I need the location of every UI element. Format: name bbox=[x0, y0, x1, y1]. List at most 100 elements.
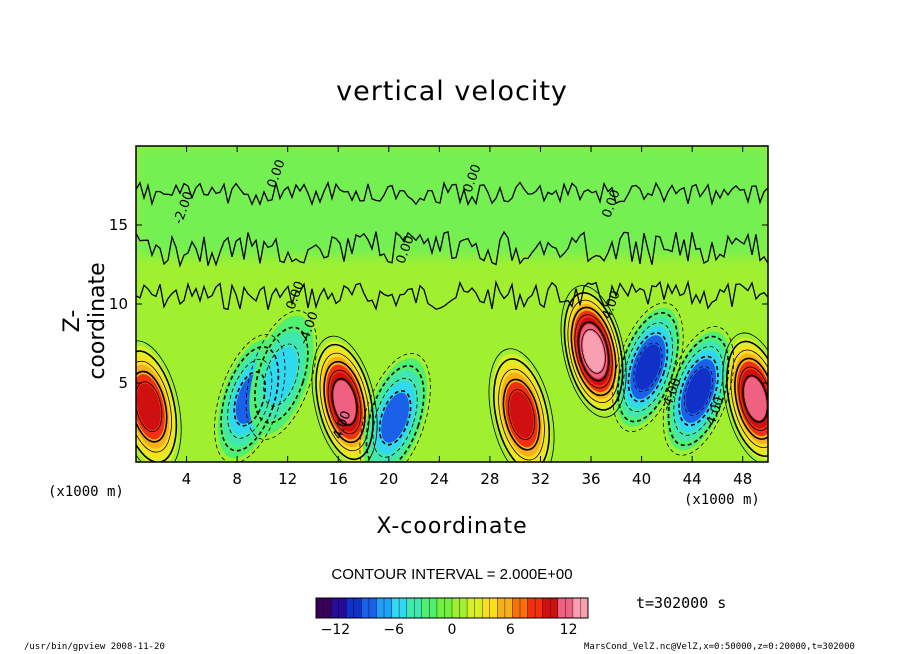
contour-7-5 bbox=[633, 342, 663, 393]
contour-8-2 bbox=[667, 335, 730, 447]
field-blob-2-3 bbox=[265, 346, 298, 404]
contour-9-4 bbox=[734, 357, 768, 440]
x-tick-label-9: 40 bbox=[632, 470, 651, 488]
chart-title: vertical velocity bbox=[336, 76, 568, 107]
footer-right: MarsCond_VelZ.nc@VelZ,x=0:50000,z=0:2000… bbox=[584, 642, 855, 652]
colorbar: −12 −6 0 6 12 bbox=[315, 597, 589, 638]
colorbar-cell-8 bbox=[376, 598, 385, 618]
contour-5-5 bbox=[507, 389, 536, 440]
field-blob-4-4 bbox=[381, 392, 410, 443]
x-unit-left: (x1000 m) bbox=[48, 484, 124, 500]
contour-3-2 bbox=[315, 343, 374, 461]
contour-3-3 bbox=[319, 352, 370, 452]
colorbar-cell-22 bbox=[482, 598, 491, 618]
colorbar-cell-17 bbox=[444, 598, 453, 618]
colorbar-cell-5 bbox=[353, 598, 362, 618]
colorbar-cell-2 bbox=[331, 598, 340, 618]
colorbar-cell-3 bbox=[338, 598, 347, 618]
colorbar-tick-4: 12 bbox=[560, 622, 578, 638]
colorbar-cell-33 bbox=[565, 598, 574, 618]
contour-6-6 bbox=[577, 321, 610, 382]
colorbar-cell-12 bbox=[406, 598, 415, 618]
colorbar-cell-34 bbox=[572, 598, 581, 618]
contour-9-6 bbox=[742, 374, 768, 423]
y-axis-label: Z-coordinate bbox=[60, 262, 110, 380]
contour-9-5 bbox=[738, 366, 768, 431]
contour-6-3 bbox=[567, 299, 620, 404]
contour-7-4 bbox=[627, 331, 669, 403]
colorbar-cell-11 bbox=[399, 598, 408, 618]
contour-4-4 bbox=[378, 390, 412, 446]
colorbar-frame bbox=[315, 597, 589, 619]
contour-2-3 bbox=[263, 343, 300, 407]
colorbar-cell-14 bbox=[421, 598, 430, 618]
colorbar-cell-18 bbox=[452, 598, 461, 618]
field-blob-5-5 bbox=[509, 391, 534, 438]
x-tick-label-2: 12 bbox=[278, 470, 297, 488]
contour-interval: CONTOUR INTERVAL = 2.000E+00 bbox=[331, 566, 573, 583]
colorbar-tick-3: 6 bbox=[506, 622, 515, 638]
x-tick-label-8: 36 bbox=[581, 470, 600, 488]
colorbar-cell-7 bbox=[368, 598, 377, 618]
contour-7-3 bbox=[622, 322, 674, 413]
contour-3-4 bbox=[323, 360, 366, 444]
colorbar-cell-4 bbox=[346, 598, 355, 618]
colorbar-cell-15 bbox=[429, 598, 438, 618]
x-axis-label: X-coordinate bbox=[376, 514, 528, 539]
contour-3-5 bbox=[327, 369, 362, 435]
colorbar-cell-35 bbox=[580, 598, 589, 618]
contour-8-4 bbox=[678, 355, 719, 427]
contour-8-1 bbox=[662, 326, 735, 456]
colorbar-cell-31 bbox=[550, 598, 559, 618]
contour-9-1 bbox=[722, 332, 768, 462]
colorbar-cell-13 bbox=[414, 598, 423, 618]
x-tick-label-7: 32 bbox=[531, 470, 550, 488]
y-axis: 5 10 15 bbox=[109, 216, 768, 392]
field-blob-3-6 bbox=[333, 380, 356, 424]
colorbar-tick-1: −6 bbox=[383, 622, 404, 638]
colorbar-cell-26 bbox=[512, 598, 521, 618]
field-blob-9-6 bbox=[744, 377, 767, 421]
time-label: t=302000 s bbox=[636, 594, 727, 612]
zero-contour-mid bbox=[136, 230, 768, 268]
y-tick-label-0: 5 bbox=[118, 374, 128, 392]
colorbar-cell-32 bbox=[557, 598, 566, 618]
x-axis: 4 8 12 16 20 24 28 32 36 40 44 48 bbox=[182, 146, 752, 488]
colorbar-cell-10 bbox=[391, 598, 400, 618]
contour-6-1 bbox=[560, 285, 627, 418]
field-blob-6-7 bbox=[582, 330, 605, 372]
colorbar-cell-20 bbox=[467, 598, 476, 618]
contour-3-6 bbox=[331, 377, 358, 427]
contour-8-5 bbox=[683, 366, 714, 416]
field-blobs bbox=[136, 146, 768, 257]
colorbar-cell-24 bbox=[497, 598, 506, 618]
contour-8-3 bbox=[673, 346, 724, 436]
field-blob-8-5 bbox=[685, 368, 712, 414]
colorbar-cell-23 bbox=[489, 598, 498, 618]
zero-contour-upper bbox=[136, 180, 768, 207]
contour-5-2 bbox=[493, 358, 550, 462]
colorbar-cell-30 bbox=[542, 598, 551, 618]
x-tick-label-5: 24 bbox=[430, 470, 449, 488]
colorbar-cell-27 bbox=[520, 598, 529, 618]
x-tick-label-10: 44 bbox=[683, 470, 702, 488]
contour-6-4 bbox=[570, 306, 617, 397]
colorbar-cell-1 bbox=[323, 598, 332, 618]
x-tick-label-0: 4 bbox=[182, 470, 192, 488]
velocity-field bbox=[136, 146, 768, 462]
x-unit-right: (x1000 m) bbox=[684, 492, 760, 508]
x-tick-label-11: 48 bbox=[733, 470, 752, 488]
upper-layer bbox=[136, 146, 768, 257]
contour-6-2 bbox=[563, 292, 624, 411]
contour-1-3 bbox=[227, 358, 273, 439]
contour-1-1 bbox=[214, 334, 286, 462]
colorbar-cell-29 bbox=[535, 598, 544, 618]
colorbar-cell-19 bbox=[459, 598, 468, 618]
contour-9-3 bbox=[730, 349, 768, 449]
x-tick-label-4: 20 bbox=[379, 470, 398, 488]
contour-4-3 bbox=[372, 377, 418, 458]
colorbar-cell-0 bbox=[316, 598, 325, 618]
colorbar-cell-9 bbox=[384, 598, 393, 618]
contour-0-1 bbox=[136, 340, 182, 462]
